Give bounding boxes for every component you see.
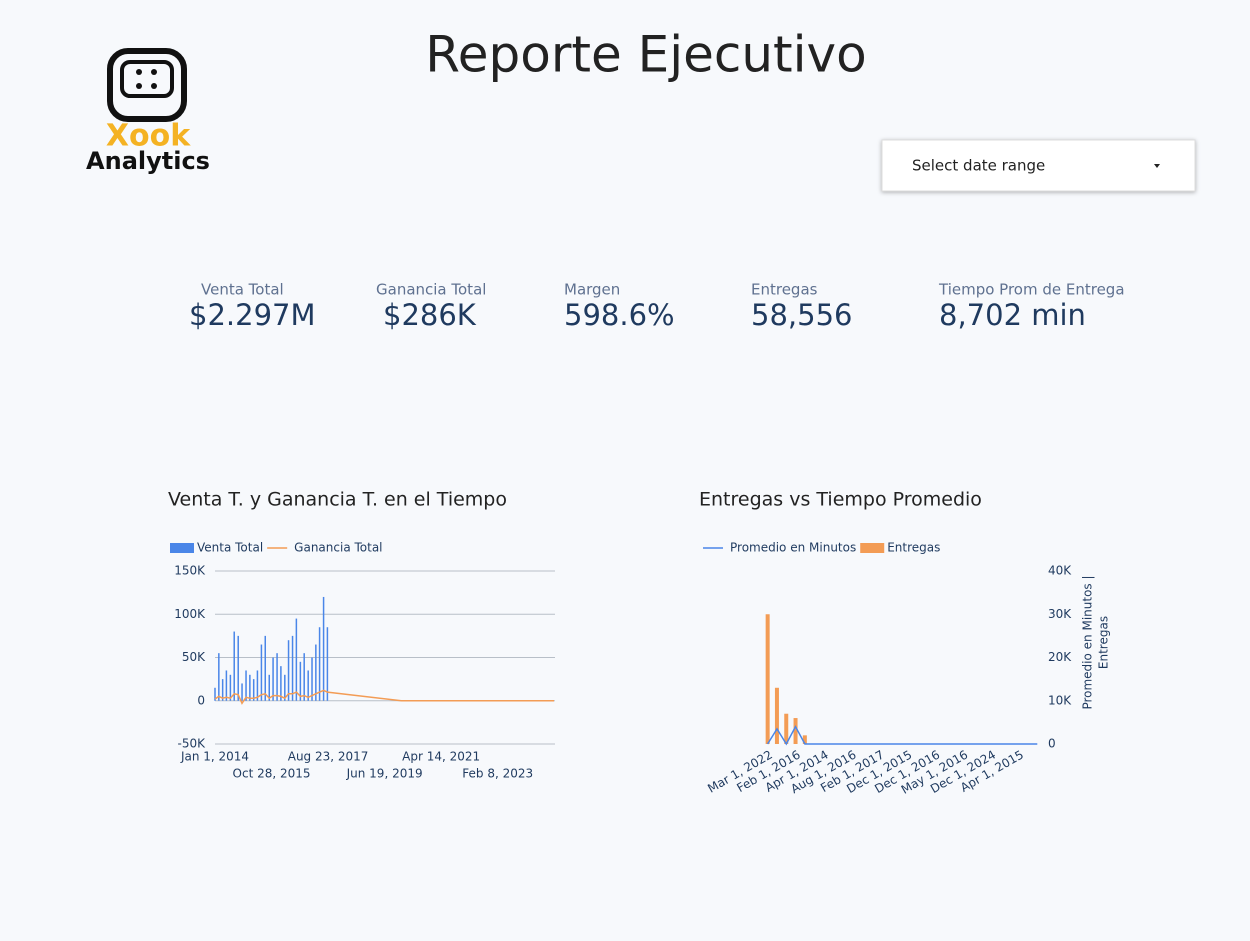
bar	[299, 661, 302, 701]
bar	[326, 627, 329, 701]
legend-label: Entregas	[887, 541, 940, 555]
logo-icon	[120, 60, 174, 98]
bar	[774, 687, 779, 744]
logo-icon	[151, 69, 157, 75]
x-tick-label: Aug 23, 2017	[288, 750, 369, 764]
bar	[311, 657, 313, 701]
bar	[249, 674, 251, 701]
kpi-label: Venta Total	[201, 281, 284, 299]
x-tick-label: Oct 28, 2015	[233, 767, 311, 781]
bar	[307, 670, 309, 701]
y-tick-label: 10K	[1048, 693, 1072, 707]
y-tick-label: 30K	[1048, 607, 1072, 621]
bar	[256, 670, 259, 701]
bar	[221, 679, 224, 701]
y-tick-label: 40K	[1048, 564, 1072, 578]
bar	[280, 666, 282, 701]
page-title: Reporte Ejecutivo	[425, 26, 867, 84]
y-tick-label: 20K	[1048, 650, 1072, 664]
bar	[252, 679, 255, 701]
bar	[218, 653, 220, 701]
logo: Xook Analytics	[86, 48, 210, 175]
kpi-label: Entregas	[751, 281, 818, 299]
bar	[268, 674, 270, 701]
bar	[793, 718, 798, 744]
bar	[241, 683, 243, 701]
legend-label: Venta Total	[197, 541, 263, 555]
x-tick-label: Jun 19, 2019	[346, 767, 423, 781]
kpi-value: 58,556	[751, 298, 852, 332]
bar	[272, 657, 274, 701]
bar	[225, 670, 228, 701]
date-selector-label[interactable]: Select date range	[912, 157, 1045, 175]
kpi-value: 8,702 min	[939, 298, 1086, 332]
y-tick-label: 100K	[174, 607, 206, 621]
kpi-label: Ganancia Total	[376, 281, 486, 299]
y-tick-label: 0	[1048, 737, 1056, 751]
date-selector[interactable]: Select date range	[881, 139, 1196, 192]
y-tick-label: 50K	[182, 650, 206, 664]
legend-label: Ganancia Total	[294, 541, 382, 555]
date-selector-box[interactable]	[881, 139, 1196, 192]
bar	[318, 627, 321, 701]
logo-icon	[107, 48, 187, 122]
logo-icon	[136, 69, 142, 75]
legend-swatch	[170, 543, 194, 553]
legend-swatch	[860, 543, 885, 553]
kpi-value: $2.297M	[189, 298, 316, 332]
bar	[802, 735, 807, 744]
bar	[784, 713, 789, 744]
kpi-value: $286K	[383, 298, 477, 332]
y-tick-label: 150K	[174, 564, 206, 578]
bar	[233, 631, 235, 701]
y-axis-label: Promedio en Minutos |	[1081, 575, 1095, 709]
bar	[237, 635, 239, 701]
line	[214, 689, 554, 705]
logo-icon	[136, 83, 142, 89]
logo-icon	[151, 83, 157, 89]
dropdown-caret[interactable]	[1154, 164, 1160, 168]
bar	[214, 687, 216, 701]
bar	[315, 644, 317, 701]
bar	[291, 635, 294, 701]
y-tick-label: -50K	[178, 737, 207, 751]
y-axis-label: Entregas	[1097, 616, 1111, 669]
bar	[229, 674, 232, 701]
kpi-label: Tiempo Prom de Entrega	[938, 281, 1125, 299]
bar	[260, 644, 263, 701]
bar	[276, 653, 278, 701]
chart-title: Entregas vs Tiempo Promedio	[699, 489, 982, 511]
legend-label: Promedio en Minutos	[730, 541, 856, 555]
x-tick-label: Feb 8, 2023	[462, 767, 533, 781]
bar	[264, 635, 267, 701]
chart-title: Venta T. y Ganancia T. en el Tiempo	[168, 489, 507, 511]
y-tick-label: 0	[197, 693, 205, 707]
bar	[303, 653, 305, 701]
x-tick-label: Apr 14, 2021	[402, 750, 480, 764]
logo-text: Xook	[106, 119, 191, 154]
bar	[765, 614, 770, 744]
bar	[284, 674, 286, 701]
bar	[295, 618, 298, 701]
kpi-label: Margen	[564, 281, 620, 299]
x-tick-label: Jan 1, 2014	[180, 750, 249, 764]
bar	[322, 596, 325, 701]
logo-text: Analytics	[86, 147, 210, 175]
bar	[245, 670, 247, 701]
bar	[287, 640, 290, 701]
line	[766, 725, 1038, 746]
kpi-value: 598.6%	[564, 298, 675, 332]
